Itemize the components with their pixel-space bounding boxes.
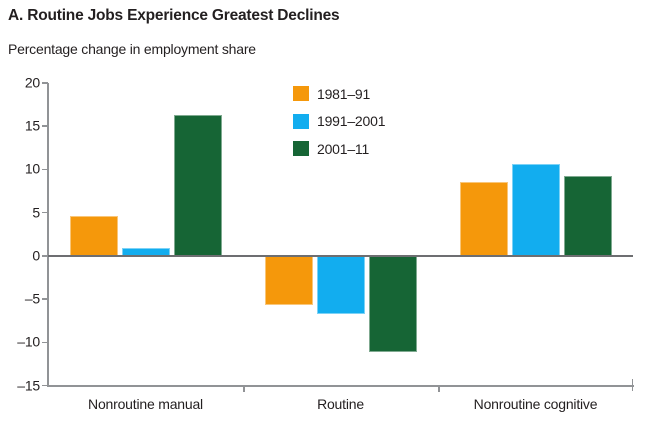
category-label-nonroutine-manual: Nonroutine manual <box>88 396 203 412</box>
y-tick--10 <box>42 341 48 344</box>
y-tick-15 <box>42 125 48 127</box>
x-axis-line <box>47 385 634 387</box>
legend-label-1991-2001: 1991–2001 <box>317 113 386 130</box>
y-tick-0 <box>42 255 48 257</box>
y-axis-line <box>47 83 49 387</box>
y-tick-5 <box>42 211 48 214</box>
y-tick-label-0: 0 <box>32 247 40 264</box>
y-tick-20 <box>42 82 48 84</box>
x-axis-end-tick <box>631 379 633 391</box>
category-label-nonroutine-cognitive: Nonroutine cognitive <box>473 396 598 412</box>
y-tick-10 <box>42 168 48 171</box>
legend-item-1991-2001: 1991–2001 <box>293 113 386 130</box>
bar-nonroutine-cognitive-2001-11 <box>563 176 612 256</box>
legend-item-2001-11: 2001–11 <box>293 141 385 157</box>
y-tick-label--15: –15 <box>17 377 40 394</box>
y-tick-label--5: –5 <box>24 290 40 307</box>
y-tick-label-20: 20 <box>24 74 40 91</box>
legend: 1981–91 1991–2001 2001–11 <box>293 86 385 169</box>
bar-nonroutine-cognitive-1991-2001 <box>511 164 560 256</box>
plot-area: 20 15 10 5 0 –5 –10 –15 1981–91 1991–2001 2001–… <box>17 75 634 412</box>
y-tick--5 <box>42 298 48 300</box>
legend-swatch-2001-11 <box>293 141 309 157</box>
bar-routine-1981-91 <box>264 255 313 306</box>
legend-label-1981-91: 1981–91 <box>317 85 371 102</box>
bar-nonroutine-manual-2001-11 <box>173 114 222 256</box>
y-tick-label--10: –10 <box>17 333 40 350</box>
chart-subtitle: Percentage change in employment share <box>8 41 256 57</box>
y-tick-label-15: 15 <box>24 117 40 134</box>
y-tick-label-5: 5 <box>32 204 40 221</box>
zero-baseline <box>48 254 633 257</box>
x-axis-separator-tick-2 <box>438 385 440 392</box>
bar-nonroutine-manual-1981-91 <box>69 216 118 256</box>
y-tick--15 <box>42 384 48 387</box>
legend-swatch-1981-91 <box>293 86 309 102</box>
x-axis-separator-tick-1 <box>243 385 245 392</box>
bar-nonroutine-cognitive-1981-91 <box>459 181 508 256</box>
bar-routine-1991-2001 <box>316 255 365 314</box>
bar-routine-2001-11 <box>368 255 417 352</box>
legend-swatch-1991-2001 <box>293 113 309 129</box>
y-tick-label-10: 10 <box>24 161 40 178</box>
legend-label-2001-11: 2001–11 <box>317 140 370 157</box>
category-label-routine: Routine <box>317 396 364 412</box>
chart-title: A. Routine Jobs Experience Greatest Decl… <box>8 7 340 24</box>
legend-item-1981-91: 1981–91 <box>293 86 385 102</box>
